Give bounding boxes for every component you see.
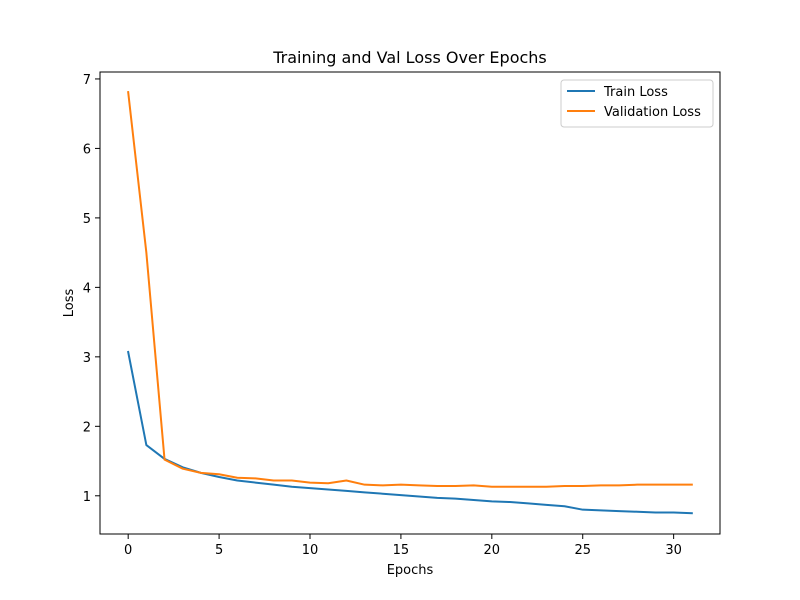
legend-label-validation-loss: Validation Loss xyxy=(604,105,701,120)
x-tick-label: 15 xyxy=(393,543,410,558)
chart-title: Training and Val Loss Over Epochs xyxy=(272,48,547,67)
y-tick-label: 5 xyxy=(83,212,91,227)
x-tick-label: 5 xyxy=(215,543,223,558)
x-axis-ticks: 0 5 10 15 20 25 30 xyxy=(124,534,682,558)
y-tick-label: 7 xyxy=(83,73,91,88)
y-tick-label: 3 xyxy=(83,351,91,366)
x-tick-label: 30 xyxy=(665,543,682,558)
x-axis-label: Epochs xyxy=(387,563,434,578)
y-tick-label: 4 xyxy=(83,281,91,296)
legend-label-train-loss: Train Loss xyxy=(603,85,668,100)
x-tick-label: 25 xyxy=(574,543,591,558)
y-tick-label: 6 xyxy=(83,142,91,157)
x-tick-label: 10 xyxy=(302,543,319,558)
series-line-train-loss xyxy=(127,350,693,515)
x-tick-label: 20 xyxy=(484,543,501,558)
legend: Train Loss Validation Loss xyxy=(560,79,714,128)
y-tick-label: 2 xyxy=(83,420,91,435)
y-axis-label: Loss xyxy=(62,289,77,318)
legend-box xyxy=(560,79,714,128)
series-lines xyxy=(127,91,693,515)
y-tick-label: 1 xyxy=(83,490,91,505)
y-axis-ticks: 1 2 3 4 5 6 7 xyxy=(83,73,100,505)
series-line-validation-loss xyxy=(127,91,693,488)
plot-frame xyxy=(99,71,721,535)
x-tick-label: 0 xyxy=(124,543,132,558)
